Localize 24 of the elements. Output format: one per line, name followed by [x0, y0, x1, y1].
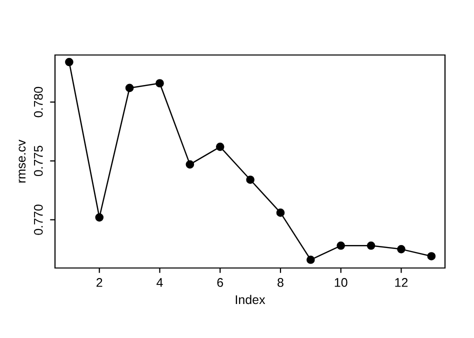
point — [366, 241, 376, 250]
x-tick-label: 6 — [217, 278, 224, 287]
x-tick-label: 2 — [96, 278, 102, 287]
point — [276, 208, 285, 217]
point — [65, 58, 74, 66]
x-tick-label: 4 — [156, 278, 163, 287]
point — [156, 79, 164, 88]
y-tick-label: 0.770 — [34, 204, 43, 235]
point — [246, 176, 254, 184]
point — [306, 256, 315, 264]
x-tick-label: 8 — [278, 278, 284, 287]
point — [125, 84, 134, 92]
point — [427, 252, 436, 260]
point — [397, 245, 406, 254]
y-tick-label: 0.780 — [34, 86, 43, 118]
x-axis-title: Index — [236, 294, 266, 304]
point — [95, 213, 104, 222]
point — [336, 241, 346, 250]
point — [186, 160, 194, 169]
x-tick-label: 10 — [334, 278, 348, 287]
y-axis-title: rmse.cv — [18, 140, 26, 183]
point — [216, 142, 224, 151]
y-tick-label: 0.775 — [34, 146, 43, 176]
x-tick-label: 12 — [395, 278, 408, 287]
